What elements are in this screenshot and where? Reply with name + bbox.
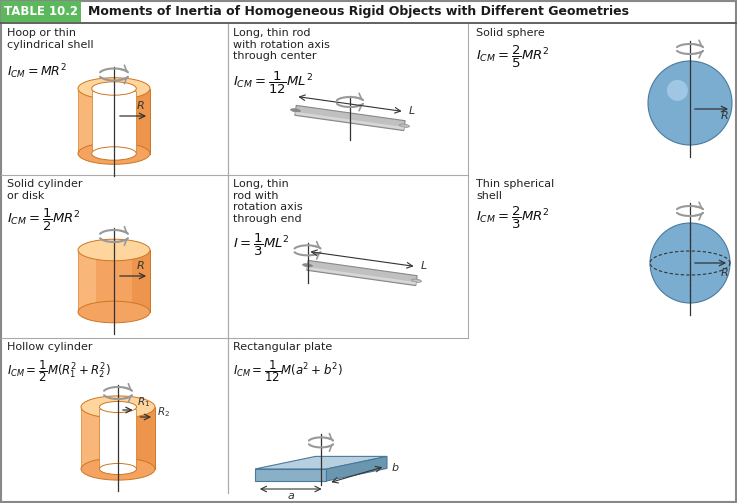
Polygon shape [78,250,150,312]
Polygon shape [78,89,96,153]
Polygon shape [295,106,405,131]
Text: Solid sphere: Solid sphere [476,28,545,38]
Polygon shape [255,469,326,481]
Text: Moments of Inertia of Homogeneous Rigid Objects with Different Geometries: Moments of Inertia of Homogeneous Rigid … [88,5,629,18]
Text: $L$: $L$ [421,259,428,271]
Ellipse shape [91,147,136,160]
Polygon shape [295,112,405,130]
Text: $R_1$: $R_1$ [138,395,150,409]
Polygon shape [132,250,150,312]
Ellipse shape [99,463,136,474]
Ellipse shape [399,124,410,127]
FancyBboxPatch shape [1,1,81,22]
Text: $I_{CM} = \dfrac{2}{5}MR^2$: $I_{CM} = \dfrac{2}{5}MR^2$ [476,44,550,70]
Text: Long, thin rod
with rotation axis
through center: Long, thin rod with rotation axis throug… [233,28,330,61]
Text: $R$: $R$ [136,99,144,111]
Ellipse shape [290,109,301,112]
Text: Long, thin
rod with
rotation axis
through end: Long, thin rod with rotation axis throug… [233,179,303,224]
Polygon shape [99,409,136,468]
Text: $R_2$: $R_2$ [157,405,170,419]
Ellipse shape [78,239,150,261]
Text: $I_{CM} = MR^2$: $I_{CM} = MR^2$ [7,62,67,80]
Text: Hollow cylinder: Hollow cylinder [7,342,93,352]
Ellipse shape [78,143,150,164]
Ellipse shape [99,401,136,412]
Polygon shape [326,456,387,481]
Text: $R$: $R$ [136,259,144,271]
Polygon shape [91,91,136,152]
Ellipse shape [78,77,150,99]
Polygon shape [81,407,99,469]
Text: $I_{CM} = \dfrac{1}{12}M(a^2 + b^2)$: $I_{CM} = \dfrac{1}{12}M(a^2 + b^2)$ [233,358,343,384]
Ellipse shape [303,264,312,267]
Ellipse shape [81,458,155,480]
Text: TABLE 10.2: TABLE 10.2 [4,5,78,18]
Polygon shape [307,267,416,285]
Text: $I_{CM} = \dfrac{1}{2}MR^2$: $I_{CM} = \dfrac{1}{2}MR^2$ [7,207,80,233]
Text: Thin spherical
shell: Thin spherical shell [476,179,554,201]
Text: $I = \dfrac{1}{3}ML^2$: $I = \dfrac{1}{3}ML^2$ [233,232,290,258]
Polygon shape [136,407,155,469]
Ellipse shape [78,301,150,323]
Polygon shape [307,261,417,286]
Text: $R$: $R$ [720,109,729,121]
Text: Solid cylinder
or disk: Solid cylinder or disk [7,179,83,201]
Ellipse shape [81,396,155,418]
Circle shape [648,61,732,145]
Text: $a$: $a$ [287,491,295,501]
Polygon shape [81,407,155,469]
Text: Hoop or thin
cylindrical shell: Hoop or thin cylindrical shell [7,28,94,50]
Text: $I_{CM} = \dfrac{2}{3}MR^2$: $I_{CM} = \dfrac{2}{3}MR^2$ [476,205,550,231]
Text: $L$: $L$ [408,104,416,116]
Text: Rectangular plate: Rectangular plate [233,342,332,352]
Circle shape [650,223,730,303]
Polygon shape [132,89,150,153]
Text: $I_{CM} = \dfrac{1}{2}M(R_1^2 + R_2^2)$: $I_{CM} = \dfrac{1}{2}M(R_1^2 + R_2^2)$ [7,358,111,384]
Polygon shape [78,250,96,312]
Text: $R$: $R$ [720,266,729,278]
Ellipse shape [411,279,422,282]
Text: $I_{CM} = \dfrac{1}{12}ML^2$: $I_{CM} = \dfrac{1}{12}ML^2$ [233,70,313,96]
Polygon shape [255,456,387,469]
Polygon shape [78,89,150,153]
Text: $b$: $b$ [391,461,399,473]
Circle shape [667,80,688,101]
Ellipse shape [91,82,136,95]
